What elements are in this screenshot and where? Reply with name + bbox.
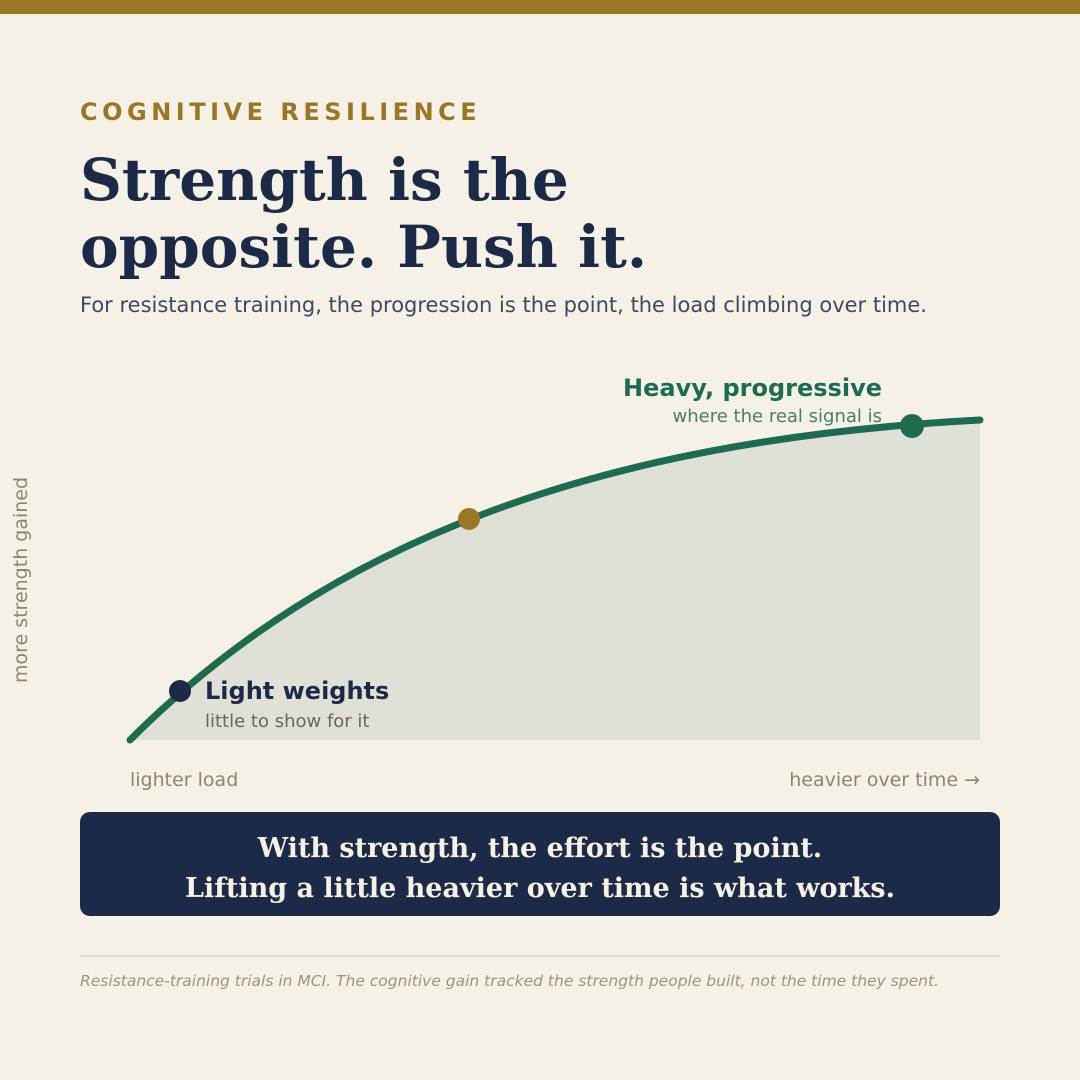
point-sublabel: little to show for it — [205, 711, 369, 732]
point-label: Light weights — [205, 677, 389, 705]
point-mid — [458, 508, 480, 530]
banner-line: Lifting a little heavier over time is wh… — [185, 873, 895, 904]
x-start-label: lighter load — [130, 769, 238, 791]
point-heavy — [900, 414, 924, 438]
x-end-label: heavier over time → — [789, 769, 980, 791]
title-line: Strength is the — [80, 146, 569, 214]
point-label: Heavy, progressive — [623, 374, 882, 402]
y-axis-label: more strength gained — [10, 477, 32, 683]
curve-area — [130, 420, 980, 740]
banner-line: With strength, the effort is the point. — [257, 833, 822, 864]
banner — [80, 812, 1000, 916]
footnote: Resistance-training trials in MCI. The c… — [80, 972, 939, 990]
title-line: opposite. Push it. — [80, 213, 647, 281]
point-sublabel: where the real signal is — [673, 406, 882, 427]
point-light — [169, 680, 191, 702]
top-bar — [0, 0, 1080, 14]
eyebrow: COGNITIVE RESILIENCE — [80, 98, 481, 126]
curve — [126, 416, 984, 744]
subtitle: For resistance training, the progression… — [80, 293, 927, 317]
